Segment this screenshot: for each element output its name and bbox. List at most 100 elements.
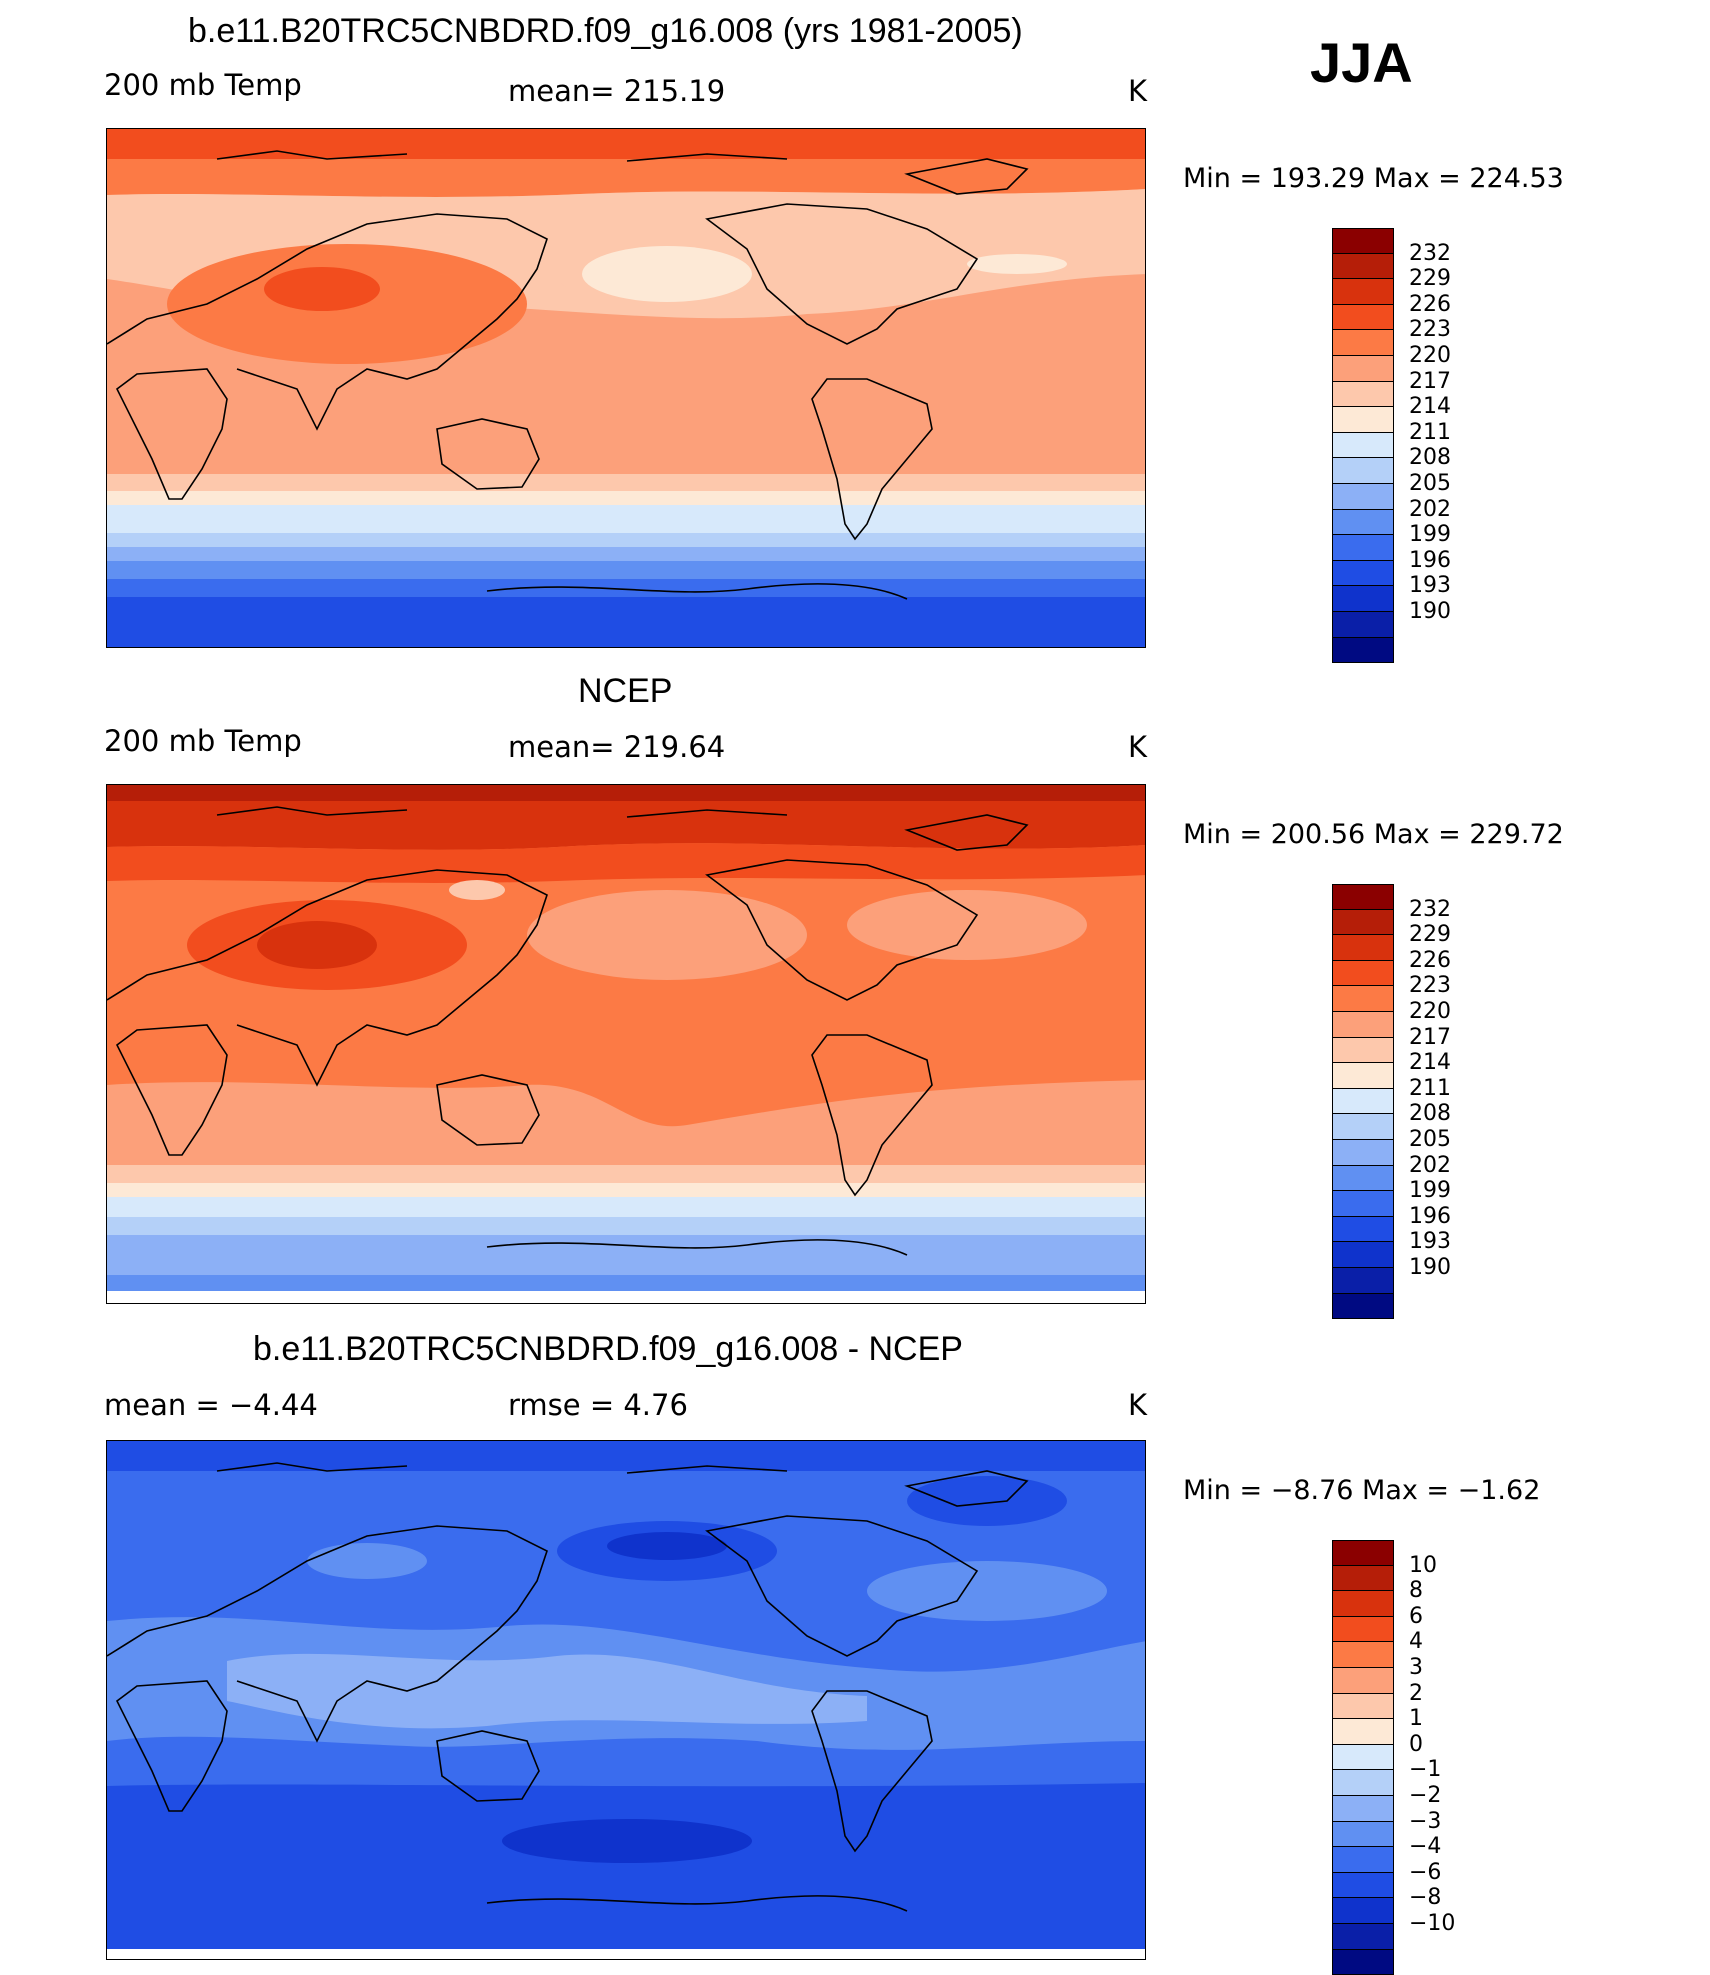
colorbar-swatch xyxy=(1332,407,1394,433)
panel3-map xyxy=(106,1440,1146,1960)
colorbar-tick-label: 0 xyxy=(1409,1731,1423,1757)
colorbar-tick-label: 217 xyxy=(1409,368,1451,394)
colorbar-tick-label: 217 xyxy=(1409,1024,1451,1050)
colorbar-swatch xyxy=(1332,1719,1394,1745)
colorbar-swatch xyxy=(1332,586,1394,612)
colorbar-swatch xyxy=(1332,935,1394,961)
colorbar-swatch xyxy=(1332,1795,1394,1822)
panel1-units-label: K xyxy=(1128,74,1148,108)
colorbar-tick-label: 214 xyxy=(1409,394,1451,420)
colorbar-tick-label: 10 xyxy=(1409,1552,1437,1578)
colorbar-swatch xyxy=(1332,432,1394,459)
colorbar-tick-label: 232 xyxy=(1409,896,1451,922)
colorbar-swatch xyxy=(1332,1923,1394,1950)
colorbar-tick-label: 220 xyxy=(1409,343,1451,368)
panel3-mean-label: mean = −4.44 xyxy=(104,1388,318,1422)
panel2-units-label: K xyxy=(1128,730,1148,764)
colorbar-swatch xyxy=(1332,228,1394,254)
colorbar-tick-label: −2 xyxy=(1409,1783,1442,1808)
colorbar-tick-label: 211 xyxy=(1409,1075,1451,1101)
colorbar-swatch xyxy=(1332,1898,1394,1924)
colorbar-tick-label: 2 xyxy=(1409,1680,1423,1706)
colorbar-swatch xyxy=(1332,535,1394,561)
colorbar-tick-label: 223 xyxy=(1409,317,1451,343)
colorbar-tick-label: 196 xyxy=(1409,1203,1451,1229)
colorbar-tick-label: 205 xyxy=(1409,1127,1451,1152)
panel1-map xyxy=(106,128,1146,648)
colorbar-tick-label: 199 xyxy=(1409,1178,1451,1204)
panel2-colorbar xyxy=(1332,884,1394,1320)
colorbar-swatch xyxy=(1332,1165,1394,1192)
colorbar-tick-label: −3 xyxy=(1409,1808,1442,1834)
colorbar-swatch xyxy=(1332,1037,1394,1064)
panel3-contours xyxy=(107,1441,1145,1959)
panel2-coastlines xyxy=(107,806,1029,1256)
colorbar-tick-label: 4 xyxy=(1409,1629,1423,1655)
panel3-coastlines xyxy=(107,1462,1029,1912)
colorbar-tick-label: 8 xyxy=(1409,1578,1423,1604)
colorbar-tick-label: 193 xyxy=(1409,573,1451,599)
colorbar-swatch xyxy=(1332,1847,1394,1873)
colorbar-swatch xyxy=(1332,1011,1394,1038)
colorbar-tick-label: 223 xyxy=(1409,973,1451,999)
colorbar-tick-label: 226 xyxy=(1409,947,1451,973)
colorbar-swatch xyxy=(1332,253,1394,280)
colorbar-swatch xyxy=(1332,1565,1394,1592)
colorbar-swatch xyxy=(1332,1267,1394,1294)
colorbar-swatch xyxy=(1332,279,1394,305)
panel3-colorbar xyxy=(1332,1540,1394,1975)
colorbar-tick-label: −10 xyxy=(1409,1911,1456,1936)
colorbar-swatch xyxy=(1332,1591,1394,1617)
colorbar-swatch xyxy=(1332,509,1394,536)
panel2-variable-label: 200 mb Temp xyxy=(104,724,302,758)
panel1-title: b.e11.B20TRC5CNBDRD.f09_g16.008 (yrs 198… xyxy=(188,12,1023,50)
colorbar-swatch xyxy=(1332,960,1394,987)
colorbar-tick-label: 196 xyxy=(1409,547,1451,573)
colorbar-swatch xyxy=(1332,381,1394,408)
colorbar-swatch xyxy=(1332,458,1394,484)
colorbar-swatch xyxy=(1332,611,1394,638)
colorbar-tick-label: 208 xyxy=(1409,1101,1451,1127)
panel2-mean-label: mean= 219.64 xyxy=(508,730,726,764)
colorbar-swatch xyxy=(1332,560,1394,587)
panel2-title: NCEP xyxy=(578,672,673,710)
colorbar-swatch xyxy=(1332,304,1394,331)
colorbar-swatch xyxy=(1332,1872,1394,1899)
colorbar-swatch xyxy=(1332,1770,1394,1796)
colorbar-tick-label: 229 xyxy=(1409,922,1451,948)
panel1-variable-label: 200 mb Temp xyxy=(104,68,302,102)
colorbar-swatch xyxy=(1332,637,1394,664)
panel3-minmax: Min = −8.76 Max = −1.62 xyxy=(1183,1475,1541,1506)
colorbar-tick-label: 199 xyxy=(1409,522,1451,548)
colorbar-tick-label: −8 xyxy=(1409,1885,1442,1911)
colorbar-tick-label: 202 xyxy=(1409,1152,1451,1178)
panel1-coastlines xyxy=(107,150,1029,600)
colorbar-swatch xyxy=(1332,1744,1394,1771)
colorbar-swatch xyxy=(1332,909,1394,936)
colorbar-tick-label: 190 xyxy=(1409,1255,1451,1280)
colorbar-swatch xyxy=(1332,1139,1394,1166)
colorbar-swatch xyxy=(1332,355,1394,382)
colorbar-swatch xyxy=(1332,986,1394,1012)
colorbar-swatch xyxy=(1332,1949,1394,1975)
colorbar-swatch xyxy=(1332,1821,1394,1848)
colorbar-swatch xyxy=(1332,1114,1394,1140)
panel3-units-label: K xyxy=(1128,1388,1148,1422)
colorbar-swatch xyxy=(1332,1616,1394,1643)
colorbar-swatch xyxy=(1332,884,1394,910)
panel3-rmse-label: rmse = 4.76 xyxy=(508,1388,688,1422)
season-label: JJA xyxy=(1310,31,1413,94)
colorbar-swatch xyxy=(1332,1088,1394,1115)
colorbar-tick-label: 190 xyxy=(1409,599,1451,624)
colorbar-tick-label: 226 xyxy=(1409,291,1451,317)
colorbar-tick-label: 232 xyxy=(1409,240,1451,266)
panel2-map xyxy=(106,784,1146,1304)
colorbar-tick-label: 229 xyxy=(1409,266,1451,292)
colorbar-swatch xyxy=(1332,1216,1394,1243)
colorbar-swatch xyxy=(1332,1191,1394,1217)
colorbar-tick-label: −6 xyxy=(1409,1859,1442,1885)
colorbar-swatch xyxy=(1332,1693,1394,1720)
panel1-colorbar xyxy=(1332,228,1394,664)
panel1-contours xyxy=(107,129,1145,647)
colorbar-tick-label: 1 xyxy=(1409,1706,1423,1732)
